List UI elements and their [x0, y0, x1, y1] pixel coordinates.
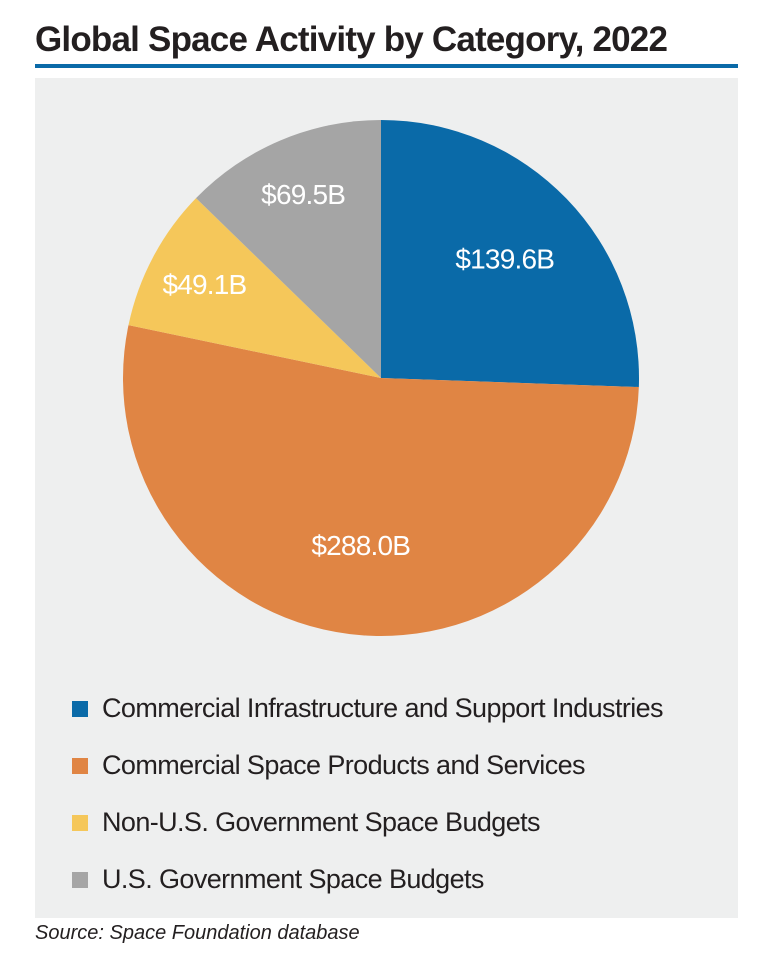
pie-slice — [196, 119, 381, 378]
legend-label: Non-U.S. Government Space Budgets — [102, 807, 541, 837]
legend-swatch — [72, 757, 88, 774]
legend-item: U.S. Government Space Budgets — [70, 851, 663, 908]
data-label: $69.5B — [261, 179, 345, 210]
legend-swatch — [72, 814, 88, 831]
data-label: $49.1B — [162, 269, 246, 300]
legend-label: Commercial Infrastructure and Support In… — [102, 693, 664, 723]
data-label: $139.6B — [455, 244, 554, 275]
legend-swatch — [72, 871, 88, 888]
legend-item: Non-U.S. Government Space Budgets — [70, 794, 663, 851]
legend-item: Commercial Infrastructure and Support In… — [70, 680, 664, 737]
pie-slice — [381, 120, 640, 388]
source-note: Source: Space Foundation database — [35, 922, 360, 944]
legend-label: U.S. Government Space Budgets — [102, 864, 484, 894]
pie-slice — [128, 198, 381, 378]
data-label: $288.0B — [311, 530, 410, 561]
legend: Commercial Infrastructure and Support In… — [70, 680, 664, 908]
chart-title: Global Space Activity by Category, 2022 — [35, 20, 668, 59]
legend-item: Commercial Space Products and Services — [70, 737, 663, 794]
legend-label: Commercial Space Products and Services — [102, 750, 586, 780]
title-rule — [35, 64, 738, 68]
pie-slice — [122, 325, 639, 636]
legend-swatch — [72, 700, 88, 717]
